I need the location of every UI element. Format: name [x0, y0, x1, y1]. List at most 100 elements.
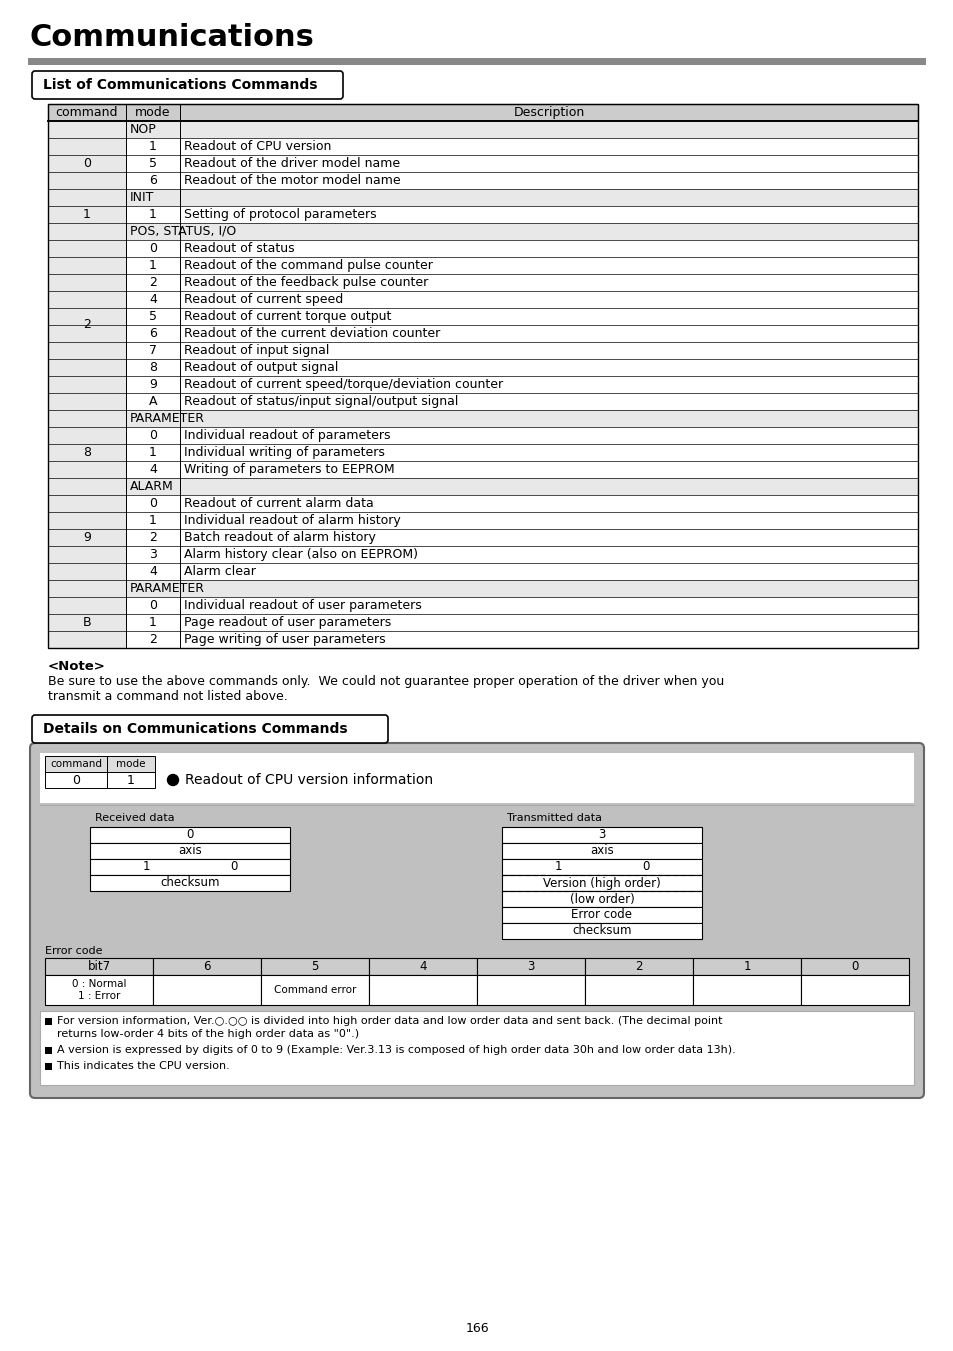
Bar	[48, 104, 917, 648]
Text: 3: 3	[598, 828, 605, 842]
Bar	[501, 827, 701, 843]
Text: 0: 0	[641, 861, 649, 874]
Text: 1: 1	[149, 446, 157, 459]
Text: Individual readout of parameters: Individual readout of parameters	[184, 430, 390, 442]
Text: B: B	[83, 616, 91, 630]
Bar	[152, 958, 261, 975]
Bar	[40, 753, 913, 802]
Text: 166: 166	[465, 1323, 488, 1336]
Text: 1: 1	[127, 774, 134, 786]
Text: axis: axis	[178, 844, 202, 858]
Text: Be sure to use the above commands only.  We could not guarantee proper operation: Be sure to use the above commands only. …	[48, 676, 723, 689]
Bar	[501, 907, 701, 923]
Text: 0: 0	[850, 961, 858, 973]
Text: transmit a command not listed above.: transmit a command not listed above.	[48, 689, 288, 703]
Text: Readout of input signal: Readout of input signal	[184, 345, 329, 357]
Text: Transmitted data: Transmitted data	[506, 813, 601, 823]
Text: 2: 2	[149, 634, 157, 646]
Text: checksum: checksum	[160, 877, 219, 889]
Bar	[45, 1047, 52, 1054]
Text: command: command	[50, 759, 102, 769]
Bar	[48, 631, 917, 648]
Text: mode: mode	[135, 105, 171, 119]
Text: 1: 1	[149, 208, 157, 222]
Bar	[45, 771, 107, 788]
Bar	[48, 122, 917, 138]
Bar	[48, 189, 917, 205]
Bar	[28, 58, 925, 65]
Bar	[801, 958, 908, 975]
Bar	[48, 478, 917, 494]
Bar	[369, 958, 476, 975]
Bar	[48, 427, 126, 478]
Text: 7: 7	[149, 345, 157, 357]
Text: Alarm history clear (also on EEPROM): Alarm history clear (also on EEPROM)	[184, 549, 417, 561]
Bar	[48, 240, 126, 409]
Text: Error code: Error code	[571, 908, 632, 921]
Bar	[107, 771, 154, 788]
Text: Details on Communications Commands: Details on Communications Commands	[43, 721, 347, 736]
Bar	[584, 958, 692, 975]
FancyBboxPatch shape	[32, 72, 343, 99]
Text: 4: 4	[418, 961, 426, 973]
Text: 0: 0	[149, 430, 157, 442]
Text: Command error: Command error	[274, 985, 355, 994]
Text: PARAMETER: PARAMETER	[130, 412, 205, 426]
Bar	[48, 563, 917, 580]
Text: Readout of status: Readout of status	[184, 242, 294, 255]
Bar	[48, 172, 917, 189]
Text: 1: 1	[83, 208, 91, 222]
Text: Page readout of user parameters: Page readout of user parameters	[184, 616, 391, 630]
Text: Error code: Error code	[45, 946, 102, 957]
Bar	[90, 843, 290, 859]
Text: 0: 0	[149, 598, 157, 612]
Text: 3: 3	[149, 549, 157, 561]
Text: This indicates the CPU version.: This indicates the CPU version.	[57, 1061, 230, 1071]
Text: checksum: checksum	[572, 924, 631, 938]
Bar	[476, 975, 584, 1005]
Bar	[48, 409, 917, 427]
Text: axis: axis	[590, 844, 613, 858]
Text: 0: 0	[230, 861, 237, 874]
Text: 0: 0	[71, 774, 80, 786]
Text: 4: 4	[149, 565, 157, 578]
Text: 1: 1	[149, 616, 157, 630]
Bar	[48, 290, 917, 308]
Text: Readout of current alarm data: Readout of current alarm data	[184, 497, 374, 509]
Text: 4: 4	[149, 463, 157, 476]
Text: Individual writing of parameters: Individual writing of parameters	[184, 446, 384, 459]
Text: 3: 3	[527, 961, 534, 973]
Text: 9: 9	[149, 378, 157, 390]
Text: Alarm clear: Alarm clear	[184, 565, 255, 578]
Bar	[801, 975, 908, 1005]
Bar	[48, 393, 917, 409]
Text: NOP: NOP	[130, 123, 156, 136]
Bar	[501, 892, 701, 907]
Text: Readout of output signal: Readout of output signal	[184, 361, 338, 374]
Bar	[501, 875, 701, 892]
Text: ALARM: ALARM	[130, 480, 173, 493]
Text: 6: 6	[149, 174, 157, 186]
Text: 5: 5	[149, 309, 157, 323]
Bar	[90, 875, 290, 892]
Text: 0: 0	[149, 497, 157, 509]
Bar	[40, 1011, 913, 1085]
Bar	[107, 757, 154, 771]
Text: Readout of the current deviation counter: Readout of the current deviation counter	[184, 327, 439, 340]
Text: 0: 0	[149, 242, 157, 255]
Bar	[90, 827, 290, 843]
Text: 1: 1	[149, 259, 157, 272]
Bar	[369, 975, 476, 1005]
Bar	[45, 975, 152, 1005]
Text: 9: 9	[83, 531, 91, 544]
Text: Individual readout of alarm history: Individual readout of alarm history	[184, 513, 400, 527]
Bar	[48, 240, 917, 257]
Text: 2: 2	[83, 319, 91, 331]
Text: Readout of current speed/torque/deviation counter: Readout of current speed/torque/deviatio…	[184, 378, 502, 390]
Text: Readout of the command pulse counter: Readout of the command pulse counter	[184, 259, 433, 272]
Text: Batch readout of alarm history: Batch readout of alarm history	[184, 531, 375, 544]
Text: <Note>: <Note>	[48, 659, 106, 673]
Text: Writing of parameters to EEPROM: Writing of parameters to EEPROM	[184, 463, 395, 476]
Text: 5: 5	[311, 961, 318, 973]
Bar	[48, 613, 917, 631]
